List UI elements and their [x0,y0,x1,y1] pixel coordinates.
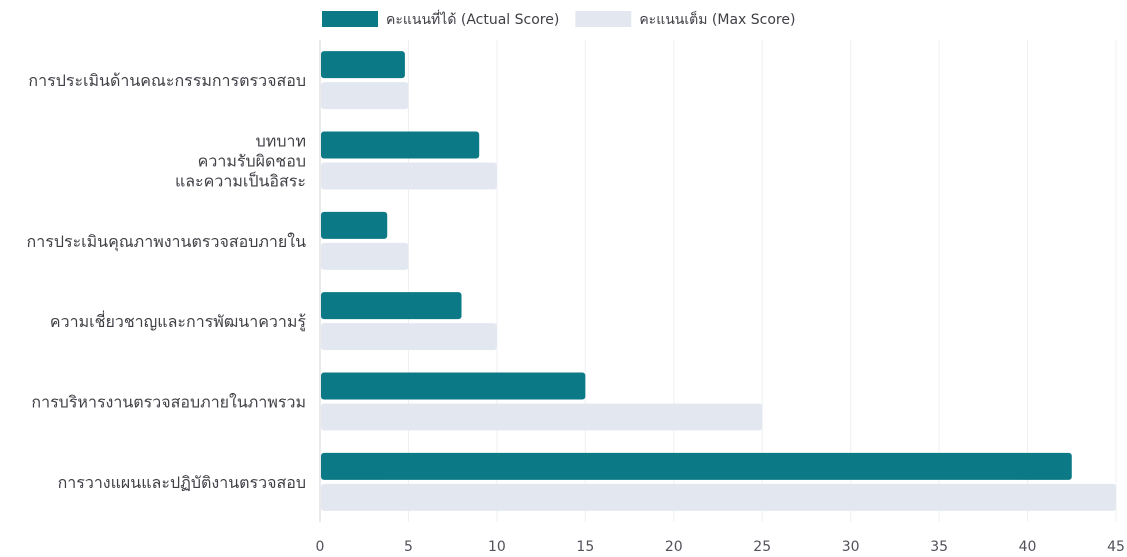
x-tick-label: 15 [576,539,594,555]
bar-actual-1 [321,131,480,159]
chart-bars [321,51,1116,511]
bar-max-4 [321,403,763,431]
category-label: การวางแผนและปฏิบัติงานตรวจสอบ [58,473,306,492]
x-tick-label: 0 [316,539,325,555]
legend-label-1: คะแนนเต็ม (Max Score) [639,10,795,28]
bar-max-3 [321,323,497,351]
category-label: และความเป็นอิสระ [175,171,306,191]
category-labels: การประเมินด้านคณะกรรมการตรวจสอบบทบาทความ… [27,71,307,492]
bar-actual-3 [321,292,462,320]
legend-swatch-1 [575,11,632,27]
bar-actual-4 [321,372,586,400]
x-tick-label: 45 [1107,539,1125,555]
category-label: การประเมินคุณภาพงานตรวจสอบภายใน [27,232,307,252]
x-tick-label: 20 [665,539,683,555]
category-label: การบริหารงานตรวจสอบภายในภาพรวม [31,393,306,412]
x-tick-label: 40 [1019,539,1037,555]
category-label: ความรับผิดชอบ [198,152,306,171]
x-tick-label: 35 [930,539,948,555]
x-axis-ticks: 0 5 10 15 20 25 30 35 40 45 [316,539,1125,555]
chart-legend: คะแนนที่ได้ (Actual Score) คะแนนเต็ม (Max… [322,10,795,28]
category-label: บทบาท [256,132,306,151]
legend-swatch-0 [322,11,378,27]
bar-max-0 [321,82,409,110]
bar-actual-5 [321,452,1072,480]
legend-label-0: คะแนนที่ได้ (Actual Score) [386,10,559,28]
bar-max-5 [321,483,1116,511]
x-tick-label: 25 [753,539,771,555]
category-label: ความเชี่ยวชาญและการพัฒนาความรู้ [50,310,307,332]
category-label: การประเมินด้านคณะกรรมการตรวจสอบ [28,71,306,90]
chart-gridlines [319,40,1117,522]
x-tick-label: 10 [488,539,506,555]
bar-actual-2 [321,211,388,239]
x-tick-label: 5 [404,539,413,555]
x-tick-label: 30 [842,539,860,555]
bar-actual-0 [321,51,405,79]
bar-max-1 [321,162,497,190]
bar-max-2 [321,242,409,270]
